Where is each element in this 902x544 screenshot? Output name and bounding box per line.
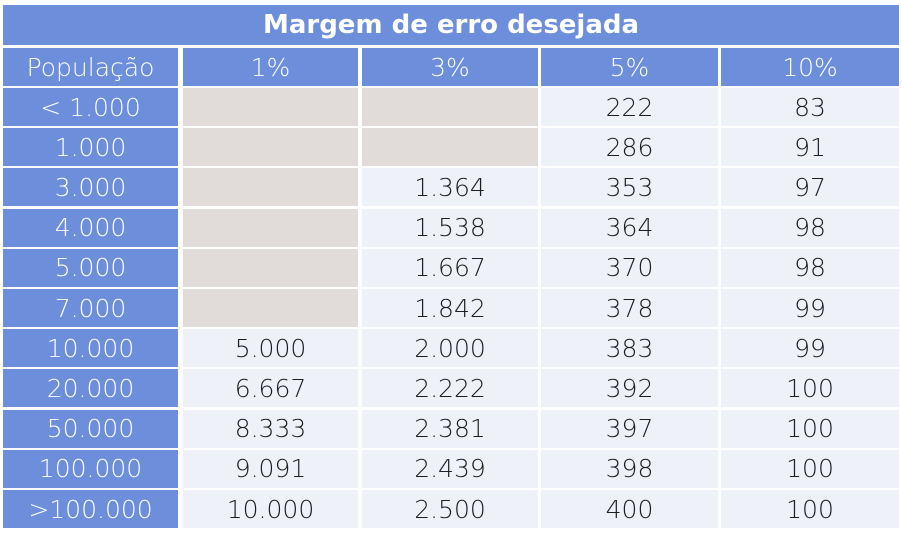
empty-cell: [183, 168, 358, 207]
row-label: 7.000: [3, 289, 178, 327]
data-cell: 222: [541, 88, 718, 126]
data-cell: 364: [541, 208, 718, 247]
row-label: 50.000: [3, 409, 178, 448]
data-cell: 378: [541, 289, 718, 327]
row-label: 4.000: [3, 208, 178, 247]
data-cell: 400: [541, 490, 718, 528]
empty-cell: [183, 128, 358, 167]
data-cell: 8.333: [183, 409, 358, 448]
data-cell: 91: [721, 128, 899, 167]
data-cell: 286: [541, 128, 718, 167]
data-cell: 1.667: [362, 248, 538, 287]
empty-cell: [183, 248, 358, 287]
header-cell: 10%: [721, 48, 899, 86]
row-label: 100.000: [3, 449, 178, 488]
data-cell: 97: [721, 168, 899, 207]
data-cell: 2.500: [362, 490, 538, 528]
empty-cell: [183, 208, 358, 247]
data-cell: 99: [721, 329, 899, 368]
data-cell: 98: [721, 208, 899, 247]
row-label: 10.000: [3, 329, 178, 368]
data-cell: 100: [721, 369, 899, 408]
data-cell: 2.222: [362, 369, 538, 408]
row-label: 20.000: [3, 369, 178, 408]
header-cell: População: [3, 48, 178, 86]
data-cell: 398: [541, 449, 718, 488]
data-cell: 5.000: [183, 329, 358, 368]
empty-cell: [362, 88, 538, 126]
data-cell: 6.667: [183, 369, 358, 408]
data-cell: 2.439: [362, 449, 538, 488]
data-cell: 2.381: [362, 409, 538, 448]
data-cell: 98: [721, 248, 899, 287]
row-label: >100.000: [3, 490, 178, 528]
header-cell: 3%: [362, 48, 538, 86]
data-cell: 10.000: [183, 490, 358, 528]
data-cell: 100: [721, 490, 899, 528]
empty-cell: [362, 128, 538, 167]
data-cell: 353: [541, 168, 718, 207]
data-cell: 100: [721, 449, 899, 488]
data-cell: 392: [541, 369, 718, 408]
row-label: < 1.000: [3, 88, 178, 126]
data-cell: 1.538: [362, 208, 538, 247]
header-cell: 1%: [183, 48, 358, 86]
data-cell: 370: [541, 248, 718, 287]
row-label: 1.000: [3, 128, 178, 167]
data-cell: 100: [721, 409, 899, 448]
data-cell: 2.000: [362, 329, 538, 368]
data-cell: 9.091: [183, 449, 358, 488]
data-cell: 397: [541, 409, 718, 448]
data-cell: 1.842: [362, 289, 538, 327]
empty-cell: [183, 88, 358, 126]
header-cell: 5%: [541, 48, 718, 86]
empty-cell: [183, 289, 358, 327]
data-cell: 1.364: [362, 168, 538, 207]
row-label: 3.000: [3, 168, 178, 207]
data-cell: 99: [721, 289, 899, 327]
table-title: Margem de erro desejada: [3, 5, 899, 45]
data-cell: 83: [721, 88, 899, 126]
data-cell: 383: [541, 329, 718, 368]
row-label: 5.000: [3, 248, 178, 287]
